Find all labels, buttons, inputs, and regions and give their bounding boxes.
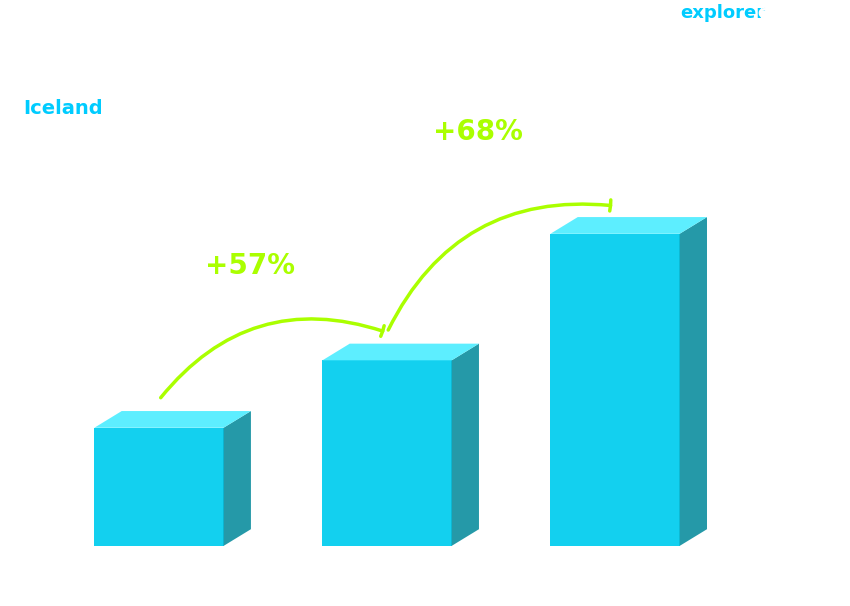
Text: explorer: explorer: [680, 4, 765, 22]
Text: 749,000 ISK: 749,000 ISK: [349, 295, 452, 310]
Polygon shape: [680, 217, 707, 546]
Text: +57%: +57%: [205, 251, 295, 279]
Text: 477,000 ISK: 477,000 ISK: [122, 362, 224, 378]
Text: salary: salary: [609, 4, 671, 22]
Polygon shape: [451, 344, 479, 546]
Polygon shape: [224, 411, 251, 546]
Text: Language Specialist: Language Specialist: [24, 59, 219, 78]
Polygon shape: [322, 361, 451, 546]
Text: .com: .com: [751, 4, 800, 22]
Polygon shape: [551, 217, 707, 234]
Text: +68%: +68%: [434, 118, 523, 145]
Text: Average Monthly Salary: Average Monthly Salary: [812, 228, 824, 378]
Polygon shape: [94, 411, 251, 428]
Polygon shape: [551, 234, 680, 546]
Text: PhD: PhD: [597, 568, 633, 583]
Text: Master's
Degree: Master's Degree: [348, 568, 426, 601]
Text: Iceland: Iceland: [24, 99, 104, 118]
Polygon shape: [94, 428, 224, 546]
Text: 1,260,000 ISK: 1,260,000 ISK: [569, 168, 688, 184]
Text: Salary Comparison By Education: Salary Comparison By Education: [24, 4, 581, 33]
Polygon shape: [322, 344, 479, 361]
Text: Bachelor's
Degree: Bachelor's Degree: [112, 568, 206, 601]
